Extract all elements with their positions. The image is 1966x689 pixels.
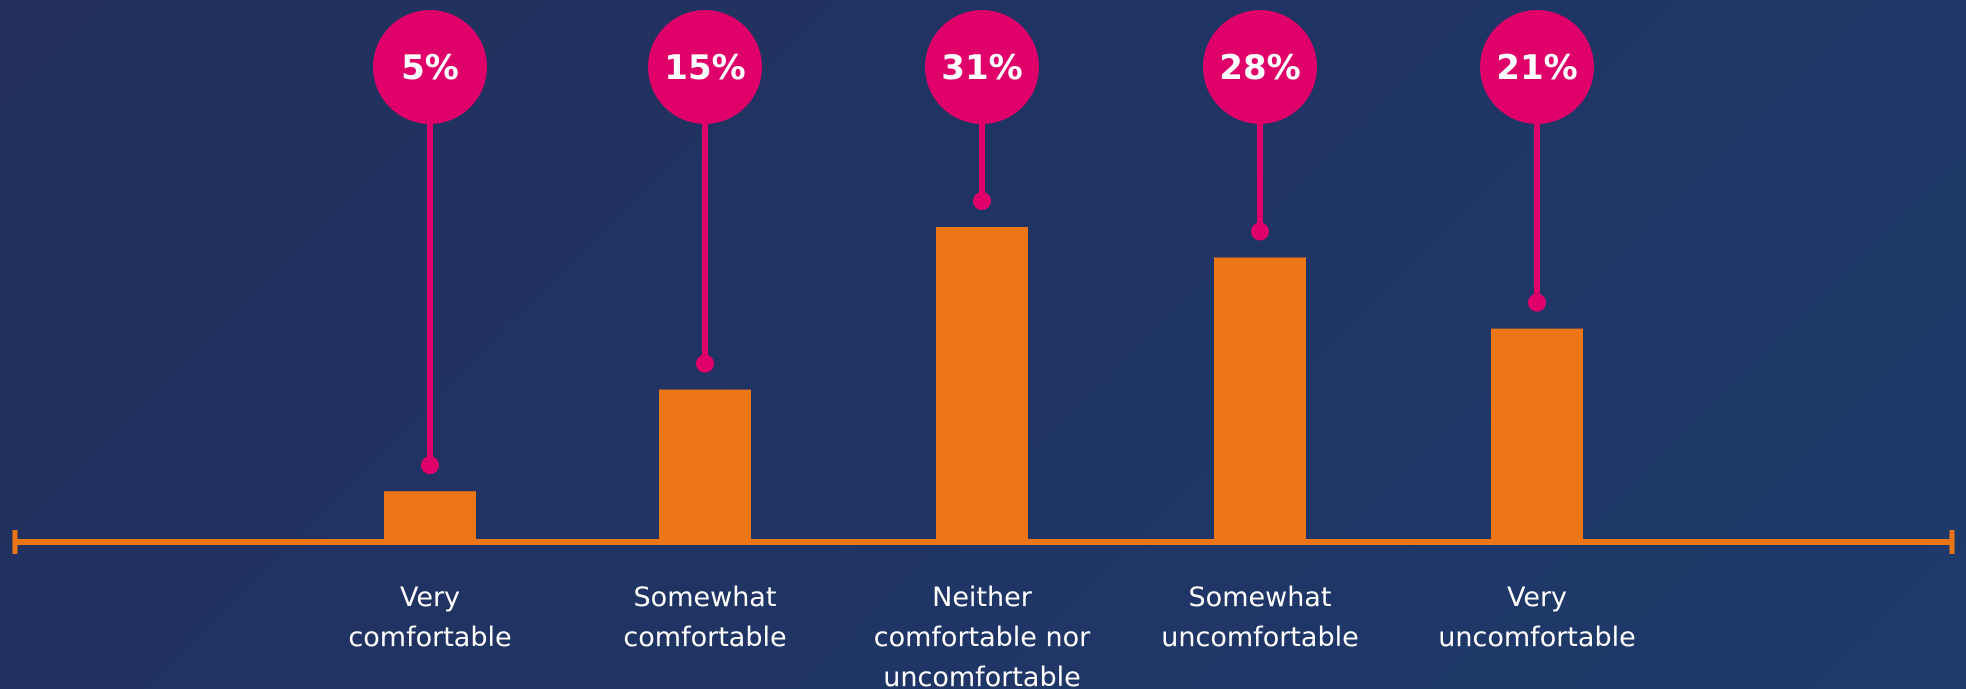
- value-bubble: [925, 10, 1039, 124]
- callout-dot: [1251, 222, 1269, 241]
- category-label-line: uncomfortable: [883, 662, 1080, 689]
- category-label: Somewhat uncomfortable: [1161, 582, 1358, 653]
- category-label-line: comfortable: [623, 622, 786, 653]
- category-label-line: uncomfortable: [1161, 622, 1358, 653]
- bars: [384, 227, 1583, 542]
- bar: [384, 491, 476, 542]
- category-label: Very comfortable: [348, 582, 511, 653]
- category-label-line: Very: [400, 582, 460, 613]
- callout-dot: [1528, 293, 1546, 312]
- category-label: Very uncomfortable: [1438, 582, 1635, 653]
- value-bubble: [1480, 10, 1594, 124]
- bar: [936, 227, 1028, 542]
- callout-dot: [421, 456, 439, 475]
- value-bubble: [373, 10, 487, 124]
- bar: [659, 389, 751, 542]
- data-label: 28%: [1219, 48, 1300, 88]
- category-label-line: Very: [1507, 582, 1567, 613]
- category-label-line: Somewhat: [1189, 582, 1332, 613]
- category-labels: Very comfortable Somewhat comfortable Neithe…: [348, 582, 1635, 689]
- callouts: 5% 15% 31% 28% 21%: [373, 10, 1594, 475]
- data-label: 31%: [941, 48, 1022, 88]
- data-label: 5%: [401, 48, 459, 88]
- data-label: 21%: [1496, 48, 1577, 88]
- category-label-line: Somewhat: [634, 582, 777, 613]
- callout-dot: [696, 354, 714, 373]
- value-bubble: [1203, 10, 1317, 124]
- category-label-line: uncomfortable: [1438, 622, 1635, 653]
- category-label: Neither comfortable nor uncomfortable: [874, 582, 1091, 689]
- data-label: 15%: [664, 48, 745, 88]
- value-bubble: [648, 10, 762, 124]
- callout-dot: [973, 192, 991, 210]
- bar: [1214, 257, 1306, 542]
- category-label-line: comfortable nor: [874, 622, 1091, 653]
- category-label: Somewhat comfortable: [623, 582, 786, 653]
- bar: [1491, 328, 1583, 542]
- category-label-line: comfortable: [348, 622, 511, 653]
- category-label-line: Neither: [932, 582, 1033, 613]
